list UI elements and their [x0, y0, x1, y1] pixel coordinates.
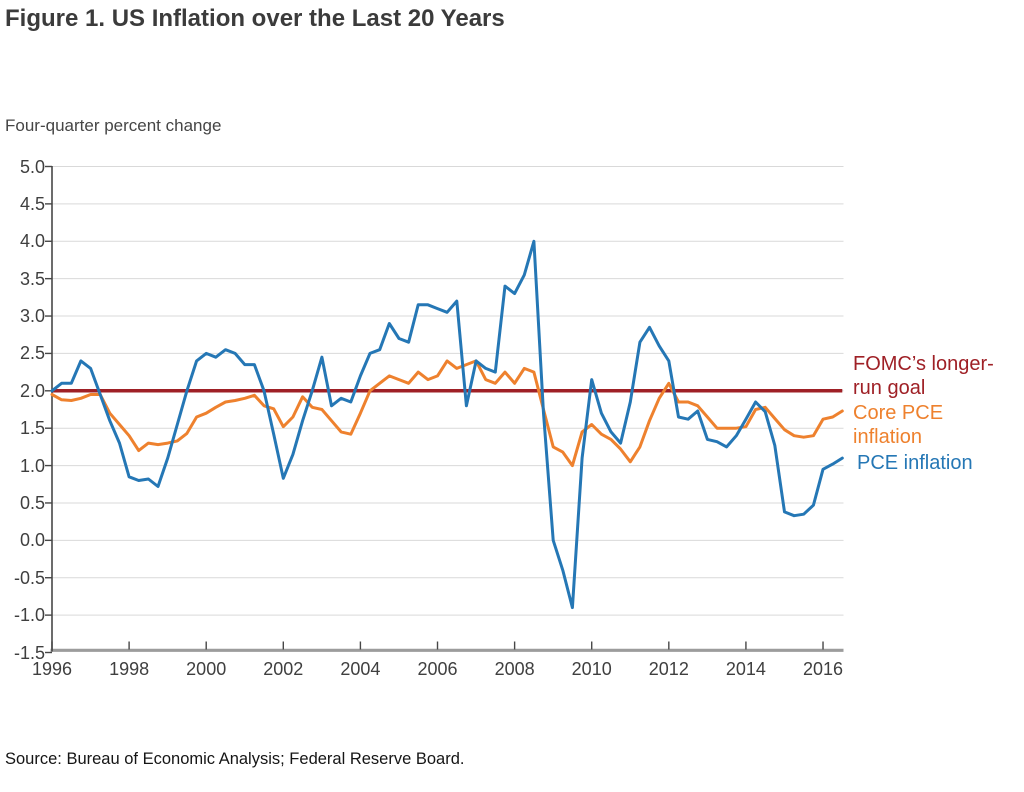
y-tick-label: 0.5 [19, 492, 45, 513]
y-tick-label: 2.0 [19, 380, 45, 401]
y-tick-label: -1.0 [13, 605, 45, 626]
x-tick-label: 2014 [725, 659, 766, 679]
y-axis-unit-label: Four-quarter percent change [5, 116, 222, 135]
legend-fomc-goal-label: FOMC’s longer- run goal [853, 353, 994, 399]
y-tick-label: 3.5 [19, 268, 45, 289]
y-tick-label: 1.5 [19, 418, 45, 439]
x-tick-label: 1998 [109, 659, 150, 679]
series-pce-line [50, 239, 844, 610]
x-tick-label: 2000 [186, 659, 227, 679]
y-tick-label: 4.0 [19, 231, 45, 252]
x-tick-label: 1996 [31, 659, 73, 679]
y-tick-label: 0.0 [19, 530, 45, 551]
x-tick-label: 2012 [648, 659, 689, 679]
source-note: Source: Bureau of Economic Analysis; Fed… [5, 750, 465, 768]
legend-pce-label: PCE inflation [857, 452, 973, 474]
x-tick-label: 2016 [802, 659, 844, 679]
series-core-pce-line [50, 359, 844, 468]
y-tick-label: 4.5 [19, 193, 45, 214]
x-tick-label: 2002 [263, 659, 304, 679]
y-tick-label: 2.5 [19, 343, 45, 364]
legend-core-pce-label: Core PCE inflation [853, 402, 944, 448]
x-tick-label: 2010 [571, 659, 612, 679]
figure-title: Figure 1. US Inflation over the Last 20 … [5, 5, 505, 32]
x-tick-label: 2008 [494, 659, 535, 679]
y-tick-label: 3.0 [19, 306, 45, 327]
y-tick-label: 5.0 [19, 156, 45, 177]
x-tick-label: 2004 [340, 659, 381, 679]
x-tick-label: 2006 [417, 659, 458, 679]
y-tick-label: -1.5 [13, 642, 45, 663]
y-tick-label: -0.5 [13, 567, 45, 588]
y-tick-label: 1.0 [19, 455, 45, 476]
